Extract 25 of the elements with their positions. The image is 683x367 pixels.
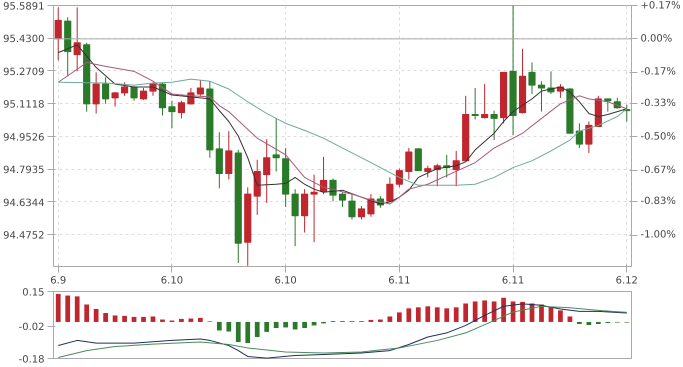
x-tick-label: 6.11 xyxy=(388,276,410,286)
x-tick-label: 6.9 xyxy=(50,276,66,286)
y2-tick-label: +0.17% xyxy=(640,0,681,12)
y2-tick-label: -0.67% xyxy=(640,164,676,176)
y-tick-label: 0.15 xyxy=(22,288,44,298)
x-tick-label: 6.11 xyxy=(502,276,524,286)
x-tick-label: 6.10 xyxy=(160,276,184,286)
y2-tick-label: -0.50% xyxy=(640,131,676,142)
y2-tick-label: -0.83% xyxy=(640,196,676,208)
y2-tick-label: -1.00% xyxy=(640,230,676,241)
y2-tick-label: -0.17% xyxy=(640,66,676,78)
x-tick-label: 6.12 xyxy=(616,276,638,286)
y-tick-label: 94.9526 xyxy=(3,132,45,144)
y-tick-label: 95.1118 xyxy=(3,100,45,111)
x-tick-label: 6.10 xyxy=(274,276,297,286)
y-tick-label: 95.2709 xyxy=(3,66,45,78)
y-tick-label: -0.02 xyxy=(18,322,44,334)
y-tick-label: 94.4752 xyxy=(3,230,45,242)
y-tick-label: -0.18 xyxy=(18,354,44,366)
y2-tick-label: -0.33% xyxy=(640,98,676,110)
y2-tick-label: 0.00% xyxy=(640,33,672,44)
y-tick-label: 95.4300 xyxy=(3,34,45,46)
y-tick-label: 94.6344 xyxy=(3,198,45,209)
y-tick-label: 95.5891 xyxy=(3,2,45,12)
y-tick-label: 94.7935 xyxy=(3,165,45,176)
